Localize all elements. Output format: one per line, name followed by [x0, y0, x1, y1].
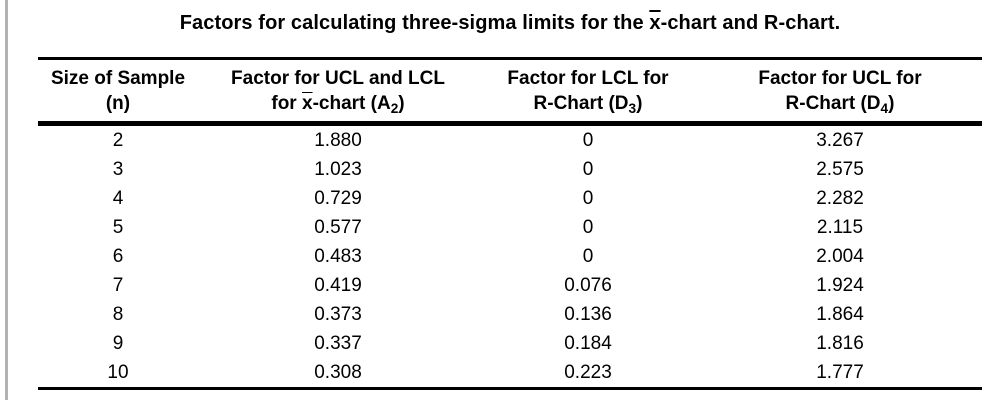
header-sample-size-line1: Size of Sample — [50, 68, 186, 89]
cell-n: 3 — [112, 159, 124, 180]
cell-d4: 1.816 — [816, 333, 864, 354]
cell-a2: 0.337 — [314, 333, 362, 354]
header-d3-line2: R-Chart (D3) — [478, 91, 698, 116]
title-text-pre: Factors for calculating three-sigma limi… — [179, 12, 650, 34]
header-a2-line2: for x-chart (A2) — [198, 91, 478, 116]
cell-d4: 2.282 — [816, 188, 864, 209]
cell-d3: 0 — [582, 217, 594, 238]
cell-a2: 0.577 — [314, 217, 362, 238]
table-row: 5 0.577 0 2.115 — [38, 213, 982, 242]
cell-d3: 0.136 — [564, 304, 612, 325]
cell-a2: 0.729 — [314, 188, 362, 209]
cell-n: 6 — [112, 246, 124, 267]
cell-d4: 2.004 — [816, 246, 864, 267]
cell-d4: 2.575 — [816, 159, 864, 180]
header-d4-line1: Factor for UCL for — [758, 68, 922, 89]
cell-d3: 0 — [582, 246, 594, 267]
cell-d3: 0 — [582, 188, 594, 209]
table-row: 9 0.337 0.184 1.816 — [38, 329, 982, 358]
header-d3-line2-end: ) — [636, 93, 643, 114]
left-border-line — [5, 0, 8, 400]
cell-d3: 0.223 — [564, 362, 612, 383]
title-xbar: x — [649, 12, 661, 34]
header-a2-line2-mid: -chart (A — [312, 93, 391, 114]
header-a2-line2-end: ) — [398, 93, 405, 114]
cell-a2: 0.419 — [314, 275, 362, 296]
header-d4-line2-pre: R-Chart (D — [785, 93, 881, 114]
cell-d3: 0.184 — [564, 333, 612, 354]
header-row: Size of Sample (n) Factor for UCL and LC… — [38, 57, 982, 126]
header-a2-xbar: x — [301, 93, 313, 114]
header-a2-factor: Factor for UCL and LCL for x-chart (A2) — [198, 57, 478, 126]
header-a2-subscript: 2 — [390, 100, 399, 116]
header-d3-factor: Factor for LCL for R-Chart (D3) — [478, 57, 698, 126]
cell-a2: 0.483 — [314, 246, 362, 267]
header-d3-line2-pre: R-Chart (D — [533, 93, 629, 114]
title-text-post: -chart and R-chart. — [660, 12, 841, 34]
factors-table-block: Factors for calculating three-sigma limi… — [38, 0, 982, 390]
header-sample-size-line2: (n) — [105, 93, 131, 114]
cell-a2: 1.023 — [314, 159, 362, 180]
cell-n: 2 — [112, 130, 124, 151]
cell-d4: 1.864 — [816, 304, 864, 325]
table-row: 8 0.373 0.136 1.864 — [38, 300, 982, 329]
header-d4-line2: R-Chart (D4) — [698, 91, 982, 116]
header-sample-size: Size of Sample (n) — [38, 57, 198, 126]
header-a2-line2-pre: for — [271, 93, 302, 114]
table-row: 7 0.419 0.076 1.924 — [38, 271, 982, 300]
cell-d3: 0.076 — [564, 275, 612, 296]
cell-d4: 3.267 — [816, 130, 864, 151]
cell-n: 9 — [112, 333, 124, 354]
table-row: 6 0.483 0 2.004 — [38, 242, 982, 271]
cell-n: 7 — [112, 275, 124, 296]
table-row: 2 1.880 0 3.267 — [38, 124, 982, 156]
table-header: Size of Sample (n) Factor for UCL and LC… — [38, 57, 982, 126]
cell-d4: 1.924 — [816, 275, 864, 296]
header-a2-line1: Factor for UCL and LCL — [231, 68, 445, 89]
header-d4-line2-end: ) — [888, 93, 895, 114]
cell-n: 5 — [112, 217, 124, 238]
header-d4-subscript: 4 — [880, 100, 889, 116]
header-d4-factor: Factor for UCL for R-Chart (D4) — [698, 57, 982, 126]
table-body: 2 1.880 0 3.267 3 1.023 0 2.575 4 0.729 0 2.282 5 0.5… — [38, 124, 982, 389]
header-d3-line1: Factor for LCL for — [507, 68, 669, 89]
cell-d4: 2.115 — [816, 217, 864, 238]
cell-a2: 1.880 — [314, 130, 362, 151]
cell-n: 4 — [112, 188, 124, 209]
cell-a2: 0.373 — [314, 304, 362, 325]
table-row: 10 0.308 0.223 1.777 — [38, 358, 982, 389]
cell-d3: 0 — [582, 130, 594, 151]
table-row: 4 0.729 0 2.282 — [38, 184, 982, 213]
table-title: Factors for calculating three-sigma limi… — [38, 0, 982, 36]
cell-d3: 0 — [582, 159, 594, 180]
control-chart-factors-table: Size of Sample (n) Factor for UCL and LC… — [38, 57, 982, 390]
header-d3-subscript: 3 — [628, 100, 637, 116]
cell-a2: 0.308 — [314, 362, 362, 383]
table-row: 3 1.023 0 2.575 — [38, 155, 982, 184]
cell-n: 8 — [112, 304, 124, 325]
cell-d4: 1.777 — [816, 362, 864, 383]
cell-n: 10 — [107, 362, 129, 383]
